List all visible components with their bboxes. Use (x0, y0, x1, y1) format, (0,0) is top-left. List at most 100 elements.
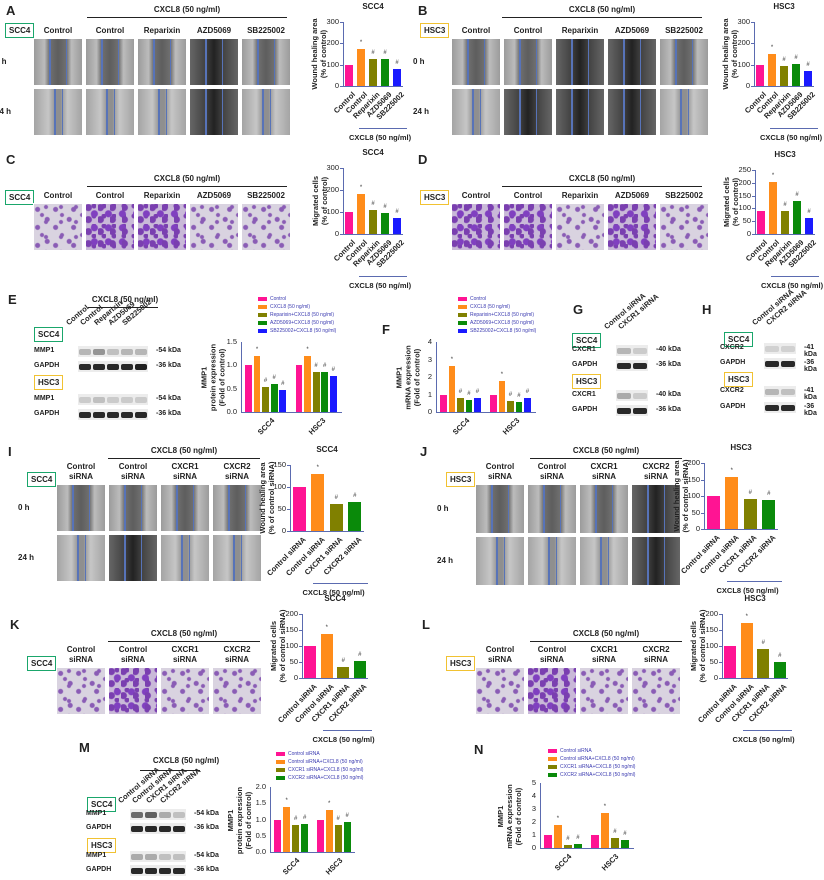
x-tick-label: SCC4 (256, 416, 277, 437)
significance-marker: # (323, 363, 327, 370)
y-tick: 150 (738, 190, 751, 200)
panel-label: N (474, 742, 484, 757)
cxcl8-header: CXCL8 (50 ng/ml) (150, 446, 218, 455)
x-axis (270, 852, 355, 853)
row-label: 24 h (18, 553, 35, 562)
significance-marker: # (263, 378, 268, 385)
western-blot-band (633, 408, 647, 414)
bar (756, 211, 766, 234)
y-axis-label: Wound healing area (% of control siRNA) (258, 461, 276, 535)
y-tick: 200 (285, 609, 298, 618)
x-axis (241, 412, 342, 413)
y-axis (241, 342, 242, 412)
tick-mark (299, 678, 302, 679)
wound-image (607, 88, 657, 136)
chart-title: HSC3 (773, 2, 795, 11)
x-axis (754, 86, 814, 87)
column-header: Control siRNA (66, 645, 96, 664)
cell-line-badge: SCC4 (27, 472, 57, 487)
bar (292, 825, 300, 852)
bar (329, 375, 337, 412)
western-blot-band (173, 812, 185, 818)
transwell-image (659, 203, 709, 251)
legend-item: Control siRNA (548, 747, 635, 755)
molecular-weight-label: -36 kDa (656, 406, 681, 413)
bar (301, 824, 309, 852)
significance-marker: # (767, 490, 771, 497)
bar (304, 646, 317, 678)
legend-item: AZD5069+CXCL8 (50 ng/ml) (258, 319, 336, 327)
chart-legend: Control siRNA Control siRNA+CXCL8 (50 ng/… (276, 750, 363, 782)
bar (563, 844, 572, 848)
bar (803, 71, 813, 86)
y-tick: 50 (709, 657, 718, 666)
significance-marker: # (475, 389, 480, 395)
western-blot-band (93, 397, 105, 403)
panel-label: E (8, 292, 17, 307)
group-bracket (530, 458, 682, 459)
transwell-image (56, 667, 106, 715)
western-blot-band (633, 393, 647, 399)
bar (740, 622, 753, 678)
western-blot-band (93, 364, 105, 370)
grouped-bar-chart-E: 0.0 0.5 1.0 1.5 MMP1 protein expression (Fold … (200, 337, 342, 437)
western-blot-band (121, 349, 133, 355)
x-tick-label: HSC3 (600, 852, 621, 873)
bar (792, 200, 802, 234)
transwell-image (137, 203, 187, 251)
significance-marker: * (771, 173, 775, 180)
chart-legend: Control siRNA Control siRNA+CXCL8 (50 ng/… (548, 747, 635, 779)
significance-marker: * (255, 347, 259, 353)
significance-marker: * (745, 613, 748, 620)
y-axis (755, 170, 756, 234)
western-blot-band (121, 397, 133, 403)
group-label: CXCL8 (50 ng/ml) (349, 281, 412, 290)
column-header: Control siRNA (485, 645, 515, 664)
wound-image (475, 484, 525, 534)
tick-mark (287, 531, 290, 532)
cell-line-badge: HSC3 (420, 23, 450, 38)
western-blot-band (145, 854, 157, 860)
wound-image (137, 38, 187, 86)
y-tick: 2.0 (255, 782, 266, 791)
panel-label: C (6, 152, 16, 167)
tick-mark (701, 512, 704, 514)
significance-marker: # (371, 201, 375, 208)
significance-marker: # (353, 492, 357, 499)
bar-chart-C: 0 100 200 300 Migrated cells (% of control) Co… (311, 163, 411, 290)
column-header: Reparixin (143, 26, 181, 35)
bar (368, 210, 378, 234)
blot-row-label: CXCR1 (572, 391, 596, 398)
legend-item: CXCR1 siRNA+CXCL8 (50 ng/ml) (276, 766, 363, 774)
y-tick: 0 (334, 229, 339, 238)
column-header: Control siRNA (537, 645, 567, 664)
bar (544, 835, 552, 848)
group-label: CXCL8 (50 ng/ml) (302, 588, 365, 597)
blot-background (130, 823, 186, 834)
wound-image (607, 38, 657, 86)
bar (573, 844, 582, 848)
y-tick: 0.0 (226, 407, 237, 416)
y-axis (290, 465, 291, 531)
western-blot-band (135, 364, 147, 370)
y-tick: 100 (737, 59, 750, 69)
column-header: Control siRNA (66, 462, 96, 481)
cell-line-badge: HSC3 (87, 838, 117, 853)
wound-image (137, 88, 187, 136)
western-blot-band (781, 361, 795, 367)
transwell-image (33, 203, 83, 251)
tick-mark (340, 212, 343, 213)
y-axis-label: MMP1 mRNA expression (Fold of control) (496, 783, 523, 849)
y-tick: 150 (285, 625, 298, 634)
group-label: CXCL8 (50 ng/ml) (761, 281, 824, 290)
western-blot-band (781, 405, 795, 411)
chart-title: HSC3 (774, 150, 796, 159)
blot-background (764, 386, 796, 397)
western-blot-band (765, 405, 779, 411)
y-tick: 2 (427, 372, 432, 381)
significance-marker: # (566, 835, 570, 842)
bar (253, 356, 261, 412)
grouped-bar-chart-F: 0 1 2 3 4 MMP1 mRNA expression (Fold of control… (395, 337, 536, 437)
western-blot-band (107, 412, 119, 418)
significance-marker: * (730, 467, 733, 474)
